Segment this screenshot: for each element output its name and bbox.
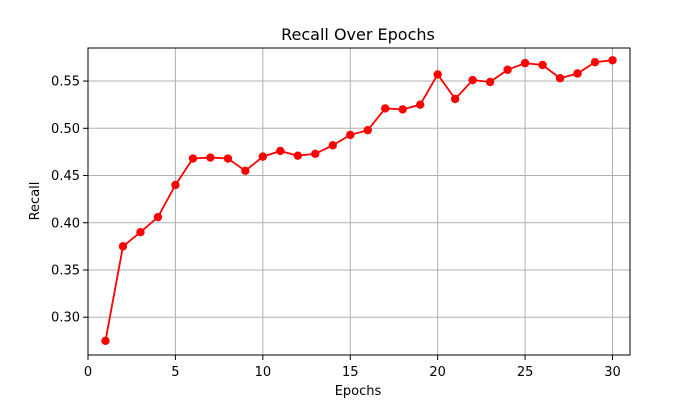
- y-tick-label-2: 0.40: [51, 216, 80, 231]
- data-point-12: [293, 151, 303, 160]
- data-point-5: [171, 180, 180, 190]
- y-tick-label-5: 0.55: [51, 75, 80, 90]
- series-line-0: [104, 59, 613, 341]
- x-tick-label-5: 25: [517, 365, 534, 380]
- data-point-3: [136, 228, 145, 237]
- chart-title: Recall Over Epochs: [281, 25, 435, 44]
- data-point-28: [573, 69, 582, 78]
- data-point-26: [538, 60, 547, 70]
- data-point-8: [223, 154, 233, 163]
- data-point-6: [188, 154, 198, 163]
- data-point-20: [433, 70, 442, 79]
- x-tick-label-1: 5: [171, 365, 179, 380]
- data-point-15: [346, 130, 355, 140]
- x-tick-label-2: 10: [255, 365, 272, 380]
- tick-layer: 0 5 10 15 20 25 30 0.30 0.35 0.40 0.45 0.50 0.55: [51, 75, 621, 380]
- data-point-16: [363, 125, 372, 135]
- x-axis-label: Epochs: [335, 384, 382, 399]
- data-point-4: [153, 212, 163, 222]
- data-point-25: [520, 58, 530, 68]
- x-tick-label-3: 15: [342, 365, 359, 380]
- data-point-27: [555, 74, 565, 83]
- data-point-7: [206, 153, 215, 162]
- data-point-9: [241, 166, 250, 175]
- data-point-11: [276, 146, 285, 156]
- data-point-24: [503, 65, 512, 74]
- x-tick-label-4: 20: [429, 365, 446, 380]
- data-point-1: [101, 336, 110, 346]
- data-point-29: [590, 57, 600, 67]
- y-axis-label: Recall: [28, 182, 43, 221]
- series-layer: [101, 56, 617, 346]
- y-tick-label-4: 0.50: [51, 122, 80, 137]
- data-point-23: [485, 77, 495, 87]
- x-tick-label-0: 0: [84, 365, 92, 380]
- data-point-18: [398, 105, 407, 114]
- y-tick-label-3: 0.45: [51, 169, 80, 184]
- data-point-17: [381, 104, 390, 113]
- data-point-30: [608, 56, 617, 65]
- data-point-13: [311, 149, 320, 158]
- plot-frame: [87, 47, 631, 356]
- y-tick-label-0: 0.30: [51, 311, 80, 326]
- grid-layer: [87, 48, 630, 355]
- data-point-14: [328, 141, 337, 150]
- y-tick-label-1: 0.35: [51, 263, 80, 278]
- data-point-2: [118, 242, 128, 251]
- data-point-19: [415, 100, 425, 109]
- data-point-22: [468, 75, 477, 85]
- x-tick-label-6: 30: [604, 365, 621, 380]
- data-point-10: [258, 152, 268, 161]
- data-point-21: [450, 94, 460, 104]
